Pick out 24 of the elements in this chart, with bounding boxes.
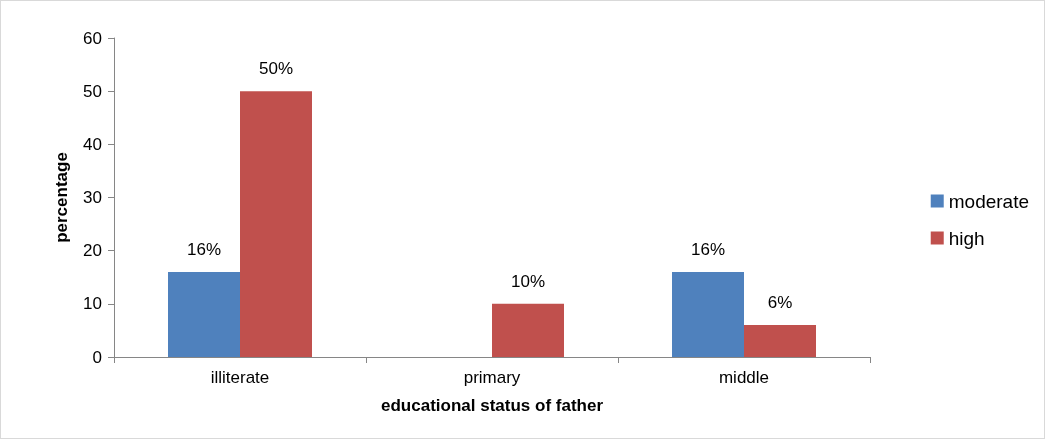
bar	[672, 271, 744, 357]
y-axis-title: percentage	[52, 152, 71, 243]
data-label: 10%	[510, 271, 546, 291]
data-label: 50%	[258, 59, 294, 79]
data-label: 16%	[186, 239, 222, 259]
bar	[744, 325, 816, 357]
data-label: 6%	[767, 293, 793, 313]
y-tick-label: 60	[83, 28, 102, 48]
x-axis-title: educational status of father	[381, 396, 604, 415]
y-tick-label: 50	[83, 81, 102, 101]
x-tick-label: middle	[718, 368, 770, 387]
y-tick-label: 30	[83, 188, 102, 207]
x-tick-label: primary	[463, 368, 521, 387]
y-tick-label: 40	[83, 134, 102, 154]
legend-label: moderate	[948, 190, 1030, 212]
bar	[492, 303, 564, 357]
bar	[168, 271, 240, 357]
y-tick-label: 20	[83, 241, 102, 261]
bar	[240, 91, 312, 357]
y-tick-label: 10	[83, 294, 102, 314]
y-tick-label: 0	[92, 347, 102, 367]
legend-label: high	[948, 227, 985, 249]
x-tick-label: illiterate	[210, 368, 270, 387]
data-label: 16%	[690, 239, 726, 259]
